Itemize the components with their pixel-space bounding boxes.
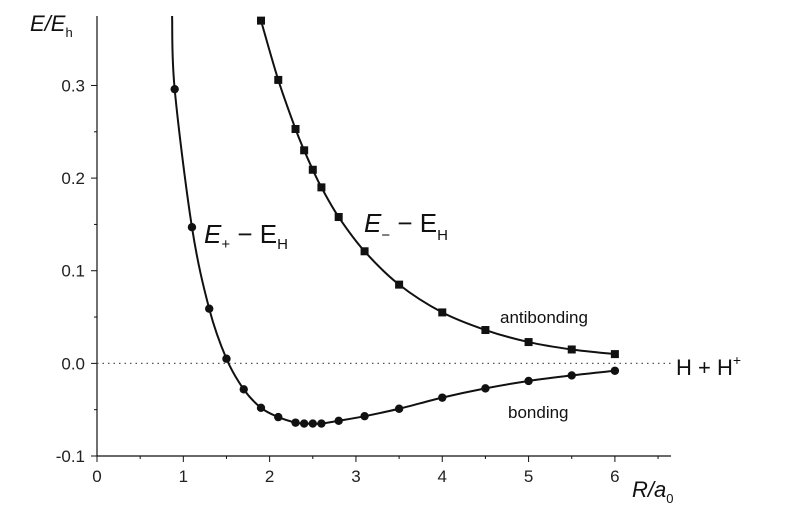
bonding-point	[317, 419, 326, 428]
antibonding-point	[481, 326, 490, 335]
bonding-point	[274, 412, 283, 422]
x-axis-label: R/a0	[632, 477, 673, 506]
antibonding-curve	[260, 20, 615, 356]
bonding-point	[567, 371, 576, 380]
antibonding-point	[291, 125, 300, 134]
antibonding-point	[334, 213, 343, 222]
x-tick-label: 0	[92, 467, 101, 486]
antibonding-point	[274, 75, 283, 84]
antibonding-point	[360, 247, 369, 256]
antibonding-point	[300, 146, 309, 155]
antibonding-point	[317, 183, 326, 192]
axes: 0 1 2 3 4 5 6 -0.1 0.0 0.1 0.2 0.3	[56, 16, 671, 486]
bonding-point	[610, 366, 620, 375]
antibonding-point	[308, 165, 317, 174]
x-tick-label: 5	[524, 467, 533, 486]
bonding-curve-label: E+ − EH	[204, 219, 288, 253]
markers	[170, 16, 620, 428]
bonding-point	[438, 393, 447, 402]
antibonding-point	[395, 280, 404, 289]
dissociation-label: H + H+	[676, 352, 741, 380]
bonding-point	[308, 419, 317, 428]
y-tick-label: 0.1	[61, 262, 85, 281]
antibonding-curve-label: E− − EH	[364, 208, 448, 244]
bonding-point	[256, 403, 266, 413]
bonding-annotation: bonding	[508, 403, 569, 422]
bonding-point	[524, 376, 533, 386]
antibonding-point	[567, 345, 576, 354]
y-tick-label: -0.1	[56, 447, 85, 466]
antibonding-point	[524, 338, 533, 347]
y-axis-label: E/Eh	[30, 11, 73, 40]
bonding-point	[239, 385, 248, 394]
antibonding-point	[438, 308, 447, 317]
bonding-point	[334, 416, 343, 425]
bonding-point	[299, 419, 309, 428]
antibonding-point	[610, 350, 619, 359]
x-tick-label: 1	[179, 467, 188, 486]
y-tick-label: 0.0	[61, 354, 85, 373]
bonding-point	[187, 223, 197, 232]
bonding-point	[205, 304, 214, 313]
antibonding-point	[257, 16, 265, 25]
bonding-point	[481, 384, 490, 393]
bonding-point	[360, 411, 369, 421]
x-tick-label: 2	[265, 467, 274, 486]
x-tick-label: 6	[610, 467, 619, 486]
y-tick-label: 0.3	[61, 76, 85, 95]
antibonding-annotation: antibonding	[500, 308, 588, 327]
y-tick-label: 0.2	[61, 169, 85, 188]
bonding-point	[394, 404, 404, 413]
bonding-point	[291, 418, 300, 427]
x-tick-label: 3	[351, 467, 360, 486]
bonding-point	[222, 354, 231, 363]
bonding-point	[170, 84, 179, 94]
x-tick-label: 4	[438, 467, 447, 486]
